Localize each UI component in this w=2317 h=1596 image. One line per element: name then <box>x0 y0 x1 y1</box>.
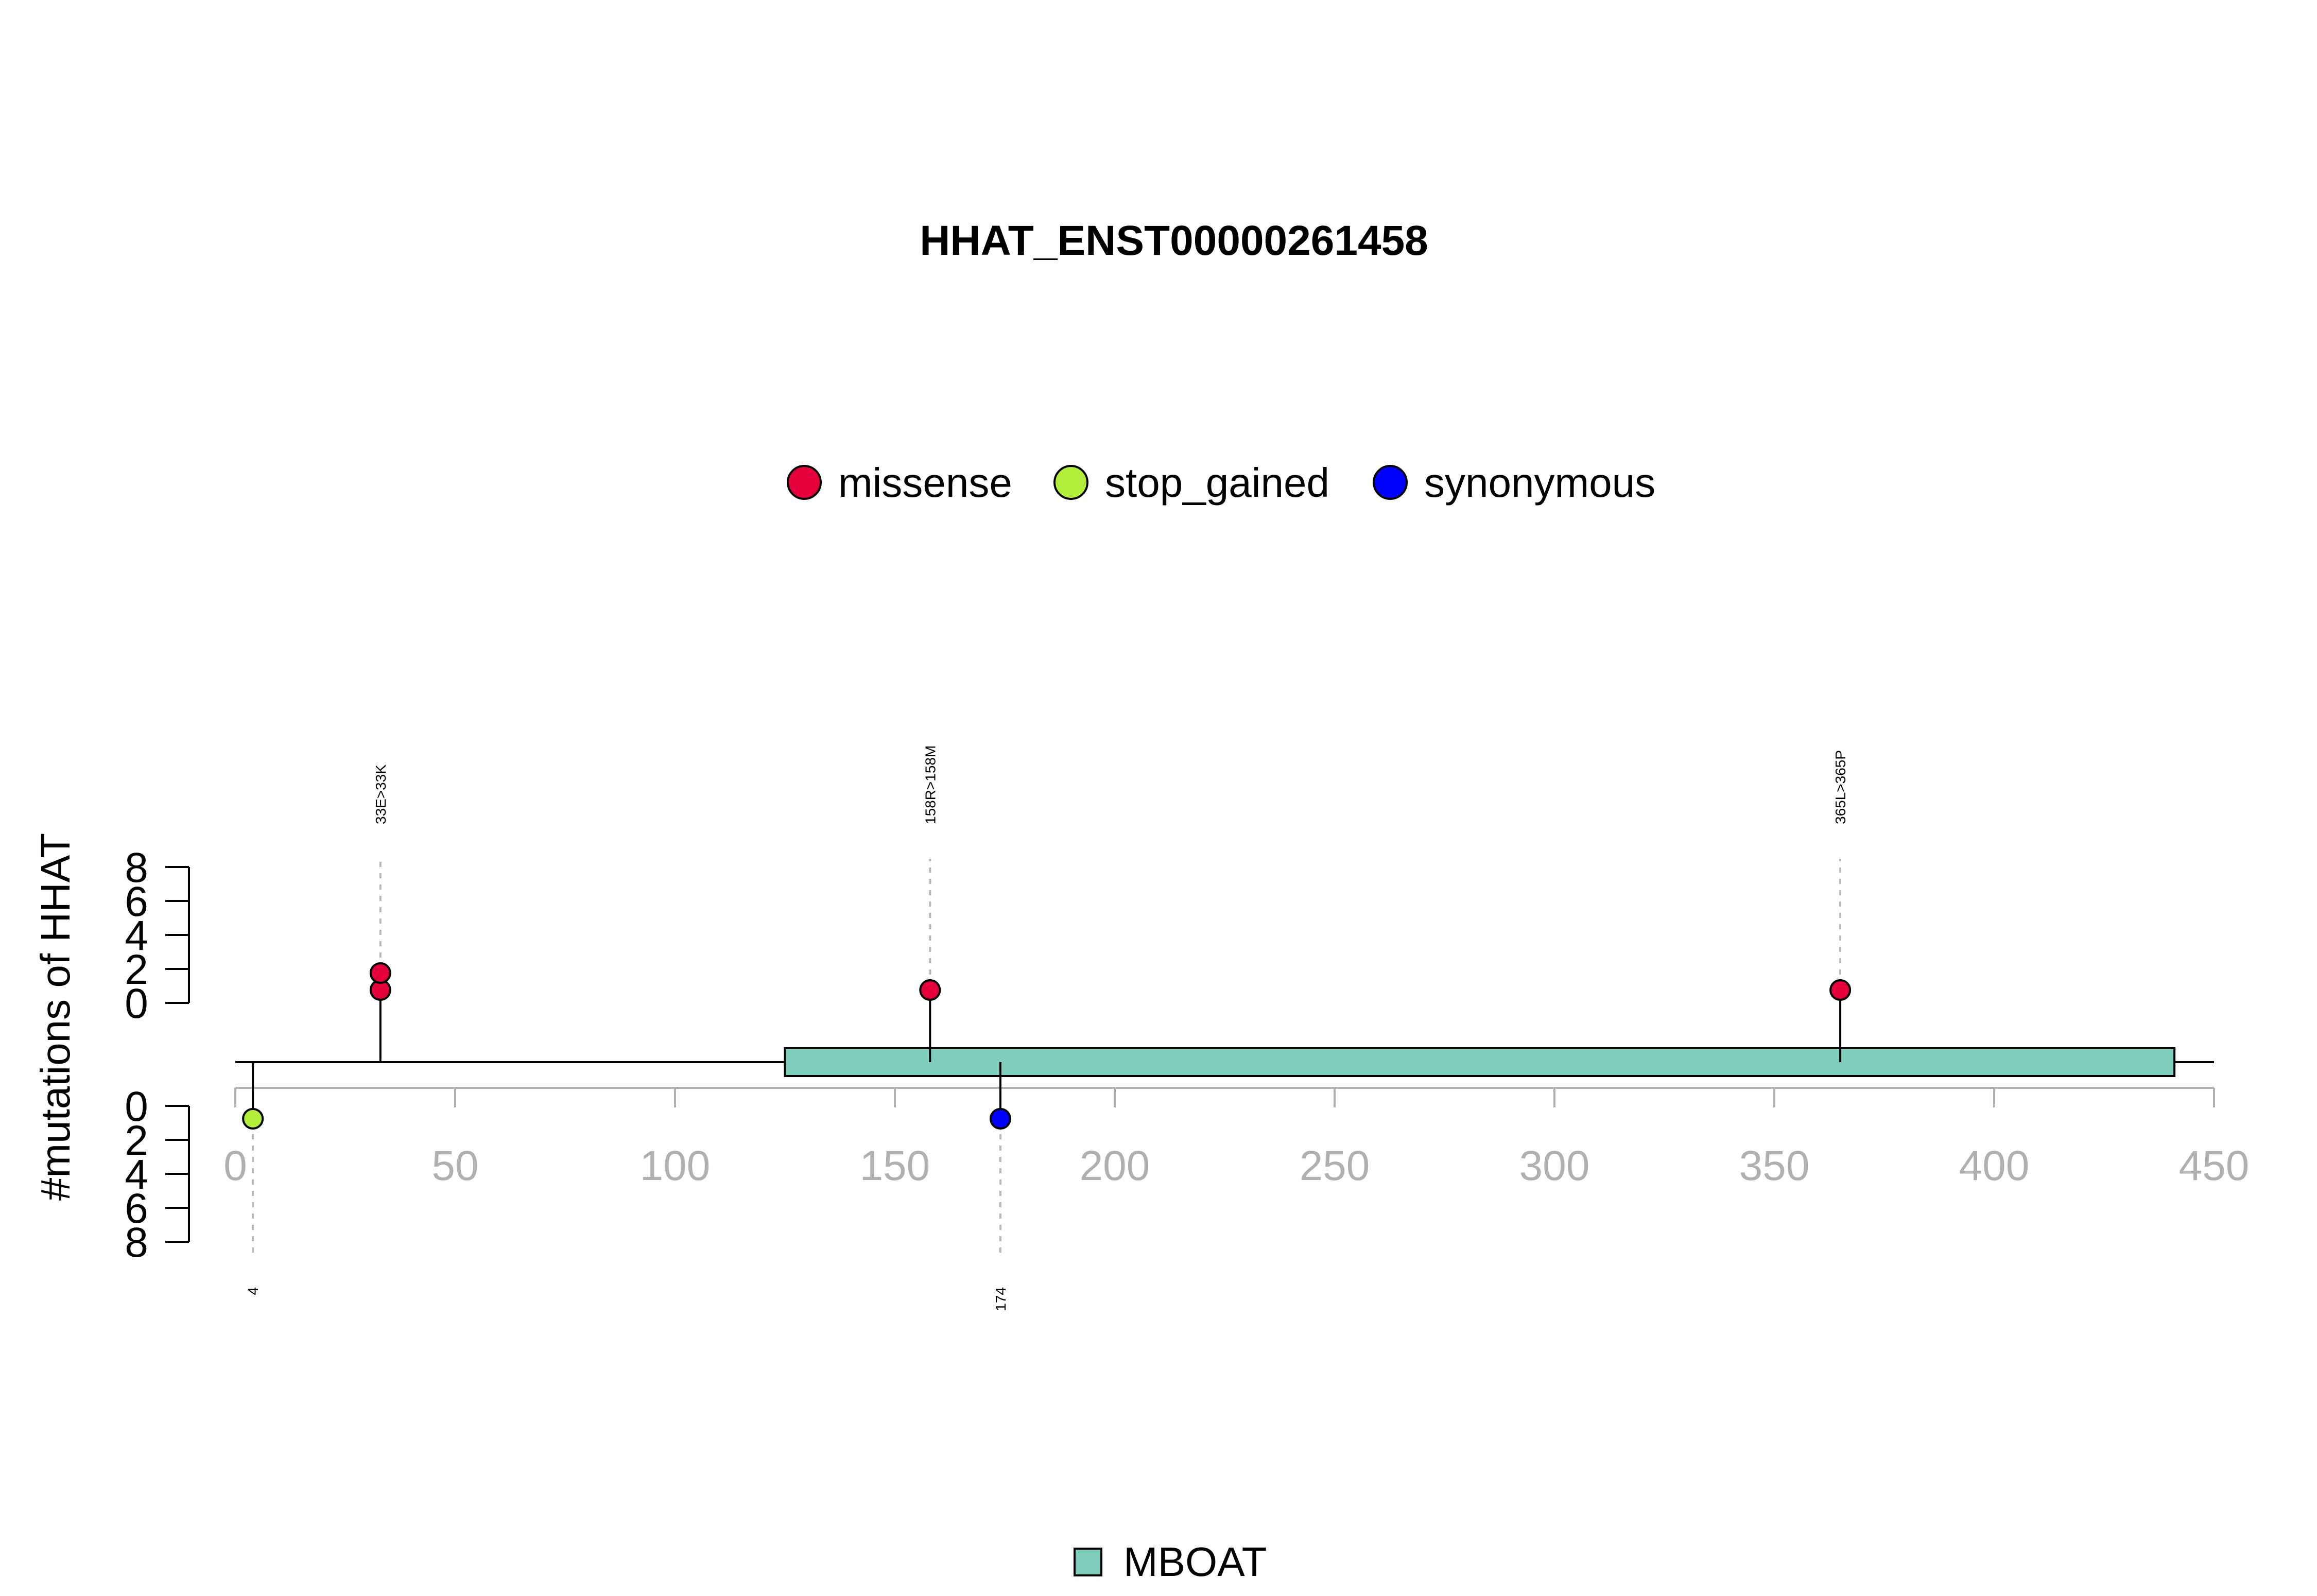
mutation-label: 33E>33K <box>373 765 389 824</box>
x-tick-label: 350 <box>1739 1142 1810 1189</box>
y-tick-label-upper: 2 <box>125 946 148 993</box>
y-tick-label-lower: 0 <box>125 1083 148 1130</box>
lollipop-point-missense <box>1829 979 1852 1001</box>
y-tick-label-upper: 0 <box>125 980 148 1027</box>
lollipop-point-missense <box>919 979 941 1001</box>
y-tick-label-upper: 4 <box>125 912 148 959</box>
legend-label-stop_gained: stop_gained <box>1105 460 1329 506</box>
legend-label-missense: missense <box>838 460 1012 506</box>
y-tick-label-lower: 6 <box>125 1185 148 1232</box>
x-tick-label: 400 <box>1959 1142 2030 1189</box>
legend-swatch-stop_gained <box>1053 465 1088 500</box>
mutation-label: 158R>158M <box>922 745 938 824</box>
lollipop-point-missense <box>369 962 391 984</box>
x-axis: 0 50 100 150 200 250 300 350 400 450 <box>223 1087 2250 1189</box>
x-tick-label: 150 <box>860 1142 930 1189</box>
x-tick-label: 300 <box>1519 1142 1590 1189</box>
x-tick-label: 50 <box>431 1142 478 1189</box>
x-tick-label: 0 <box>223 1142 247 1189</box>
mutation-label: 365L>365P <box>1832 750 1848 824</box>
legend-swatch-synonymous <box>1373 465 1408 500</box>
legend-label-synonymous: synonymous <box>1424 460 1655 506</box>
y-tick-label-upper: 8 <box>125 844 148 891</box>
x-tick-label: 100 <box>640 1142 711 1189</box>
y-tick-label-upper: 6 <box>125 878 148 925</box>
chart-title: HHAT_ENST00000261458 <box>920 217 1428 264</box>
domain-layer <box>784 1047 2176 1077</box>
x-tick-label: 200 <box>1080 1142 1150 1189</box>
y-axis-label: #mutations of HHAT <box>32 833 78 1201</box>
y-tick-label-lower: 8 <box>125 1219 148 1266</box>
mutation-label: 174 <box>993 1287 1009 1311</box>
x-tick-label: 450 <box>2179 1142 2250 1189</box>
domain-mboat <box>784 1047 2176 1077</box>
domain-legend-swatch-mboat <box>1074 1548 1102 1576</box>
mutation-type-legend: missense stop_gained synonymous <box>787 460 1655 506</box>
lollipop-point-synonymous <box>989 1108 1011 1130</box>
mutation-label-layer: 33E>33K 158R>158M 365L>365P 4 174 <box>245 745 1848 1311</box>
x-tick-label: 250 <box>1300 1142 1370 1189</box>
lollipop-point-layer <box>242 962 1852 1130</box>
y-tick-label-lower: 4 <box>125 1151 148 1198</box>
legend-swatch-missense <box>787 465 822 500</box>
mutation-label: 4 <box>245 1287 261 1295</box>
lollipop-point-stop_gained <box>242 1108 264 1130</box>
y-tick-label-lower: 2 <box>125 1117 148 1164</box>
domain-legend: MBOAT <box>1074 1539 1267 1585</box>
domain-legend-label-mboat: MBOAT <box>1123 1539 1267 1585</box>
